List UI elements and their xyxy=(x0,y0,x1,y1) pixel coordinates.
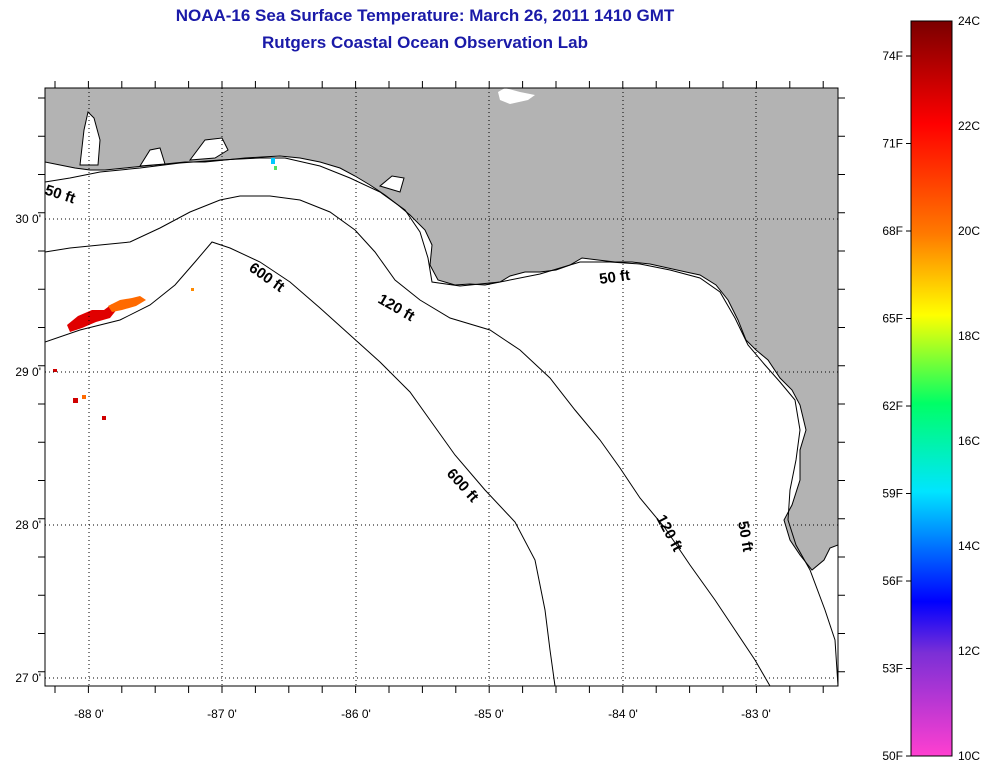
colorbar-label-f: 59F xyxy=(882,487,903,501)
depth-label-50ft-south: 50 ft xyxy=(734,520,756,553)
colorbar-label-f: 53F xyxy=(882,662,903,676)
colorbar-label-f: 56F xyxy=(882,574,903,588)
graticule xyxy=(45,88,838,686)
sst-patch-orange xyxy=(108,296,146,312)
map-frame xyxy=(44,87,839,687)
sst-dot-6 xyxy=(271,158,275,164)
contour-120ft xyxy=(45,195,771,686)
contour-50ft xyxy=(45,157,838,686)
sst-dot-4 xyxy=(53,369,57,372)
sst-patch-red xyxy=(67,304,118,332)
colorbar-label-c: 24C xyxy=(958,14,980,28)
colorbar-label-f: 62F xyxy=(882,399,903,413)
colorbar-label-f: 65F xyxy=(882,312,903,326)
sst-dot-3 xyxy=(102,416,106,420)
colorbar-label-c: 12C xyxy=(958,644,980,658)
lat-label-30: 30 0' xyxy=(15,212,41,226)
colorbar-label-c: 16C xyxy=(958,434,980,448)
sst-dot-5 xyxy=(191,288,194,291)
lon-label-84: -84 0' xyxy=(608,707,638,721)
colorbar-label-f: 74F xyxy=(882,49,903,63)
lat-label-27: 27 0' xyxy=(15,671,41,685)
colorbar-label-c: 14C xyxy=(958,539,980,553)
lon-label-88: -88 0' xyxy=(74,707,104,721)
lon-label-85: -85 0' xyxy=(474,707,504,721)
lat-label-29: 29 0' xyxy=(15,365,41,379)
sst-dot-7 xyxy=(274,166,277,170)
colorbar-label-c: 18C xyxy=(958,329,980,343)
chart-title: NOAA-16 Sea Surface Temperature: March 2… xyxy=(175,6,675,25)
lon-label-83: -83 0' xyxy=(741,707,771,721)
lat-label-28: 28 0' xyxy=(15,518,41,532)
colorbar-label-c: 10C xyxy=(958,749,980,763)
colorbar-label-c: 20C xyxy=(958,224,980,238)
sst-dot-2 xyxy=(82,395,86,399)
contour-600ft xyxy=(45,241,556,686)
colorbar-label-f: 71F xyxy=(882,137,903,151)
depth-label-50ft-east: 50 ft xyxy=(598,267,631,288)
colorbar-label-c: 22C xyxy=(958,119,980,133)
colorbar-label-f: 68F xyxy=(882,224,903,238)
colorbar-gradient xyxy=(910,20,953,757)
chart-subtitle: Rutgers Coastal Ocean Observation Lab xyxy=(262,33,588,52)
colorbar-label-f: 50F xyxy=(882,749,903,763)
sst-patches xyxy=(53,158,277,420)
lon-label-87: -87 0' xyxy=(207,707,237,721)
sst-dot-1 xyxy=(73,398,78,403)
lon-label-86: -86 0' xyxy=(341,707,371,721)
